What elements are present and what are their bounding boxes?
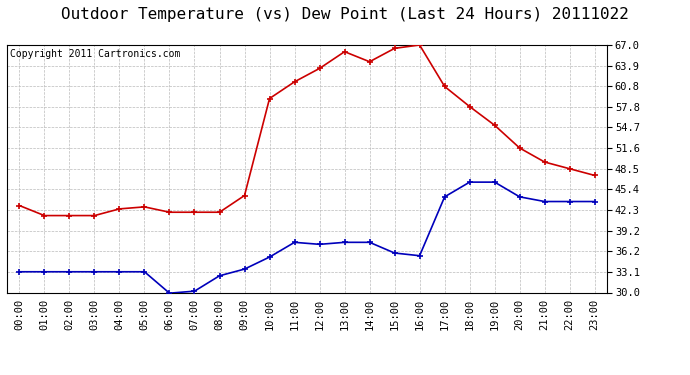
Text: Copyright 2011 Cartronics.com: Copyright 2011 Cartronics.com [10, 49, 180, 59]
Text: Outdoor Temperature (vs) Dew Point (Last 24 Hours) 20111022: Outdoor Temperature (vs) Dew Point (Last… [61, 8, 629, 22]
